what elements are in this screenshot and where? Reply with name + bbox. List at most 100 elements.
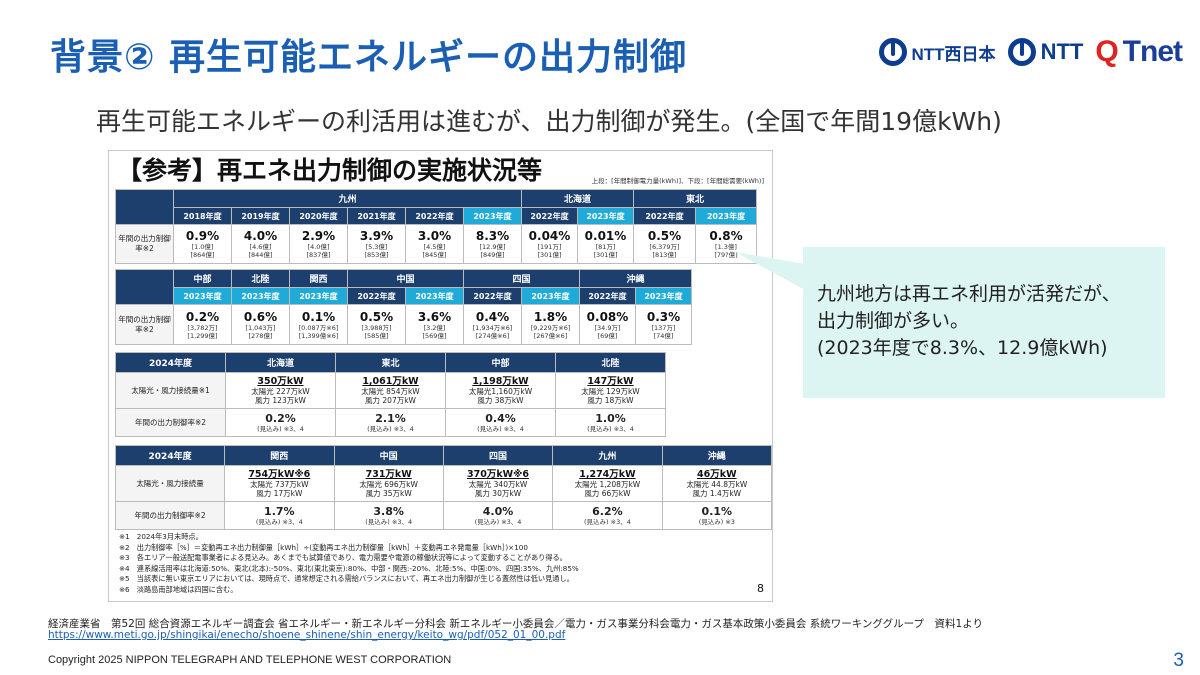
- capacity-total: 370万kW※6: [467, 469, 529, 480]
- source-citation: 経済産業省 第52回 総合資源エネルギー調査会 省エネルギー・新エネルギー分科会…: [48, 618, 984, 630]
- demand-value: [849億]: [480, 251, 505, 259]
- capacity-cell: 46万kW 太陽光 44.8万kW 風力 1.4万kW: [661, 465, 772, 502]
- region-header: 中国: [333, 445, 444, 466]
- capacity-wind: 風力 123万kW: [255, 396, 306, 405]
- rate-value: 0.1%: [701, 504, 733, 518]
- demand-value: [1,399億※6]: [298, 331, 339, 340]
- region-header: 中部: [173, 269, 232, 288]
- rate-cell: 1.7% (見込み) ※3、4: [224, 501, 335, 530]
- ntt-logo: NTT: [1007, 38, 1084, 66]
- footnote: ※4 連系線活用率は北海道:50%、東北(北本):-50%、東北(東北東京):8…: [119, 563, 579, 573]
- row-label: 年間の出力制御率※2: [115, 304, 174, 345]
- rate-value: 0.1%: [301, 309, 336, 324]
- year-header: 2023年度: [577, 207, 634, 225]
- amount-value: [137万]: [651, 323, 676, 332]
- data-cell: 3.6% [3.2億] [569億]: [405, 304, 464, 345]
- rate-value: 3.0%: [417, 229, 452, 243]
- demand-value: [301億]: [537, 251, 562, 259]
- footnotes: ※1 2024年3月末時点。 ※2 出力制御率［%］＝変動再エネ出力制御量［kW…: [119, 532, 759, 596]
- capacity-total: 350万kW: [257, 376, 304, 387]
- callout-line: 出力制御が多い。: [817, 310, 970, 332]
- demand-value: [837億]: [306, 251, 331, 259]
- capacity-cell: 1,274万kW 太陽光 1,208万kW 風力 66万kW: [552, 465, 663, 502]
- region-header: 九州: [173, 189, 522, 208]
- year-header: 2022年度: [463, 287, 522, 305]
- capacity-cell: 147万kW 太陽光 129万kW 風力 18万kW: [555, 372, 666, 409]
- outlook-table-2024-west: 2024年度 関西 中国 四国 九州 沖縄 太陽光・風力接続量 754万kW※6…: [114, 445, 772, 530]
- ntt-mark-icon: [1007, 38, 1036, 66]
- rate-cell: 2.1% (見込み) ※3、4: [335, 408, 446, 437]
- capacity-wind: 風力 35万kW: [365, 489, 412, 498]
- table-corner: [115, 189, 174, 225]
- demand-value: [267億※6]: [533, 331, 568, 340]
- year-header: 2019年度: [231, 207, 290, 225]
- region-header: 東北: [633, 189, 757, 208]
- rate-value: 0.2%: [265, 411, 296, 425]
- amount-value: [5.3億]: [365, 243, 388, 251]
- amount-value: [1.3億]: [715, 243, 737, 251]
- region-header: 四国: [463, 269, 580, 288]
- data-cell: 0.5% [6,379万] [813億]: [633, 224, 696, 264]
- region-header: 北陸: [231, 269, 290, 288]
- rate-cell: 0.2% (見込み) ※3、4: [225, 408, 336, 437]
- demand-value: [74億]: [653, 331, 674, 340]
- rate-value: 0.8%: [709, 229, 743, 243]
- amount-value: [3.2億]: [423, 323, 446, 332]
- region-header: 関西: [289, 269, 348, 288]
- row-label: 年間の出力制御率※2: [115, 408, 226, 437]
- capacity-total: 1,274万kW: [579, 469, 636, 480]
- year-header: 2022年度: [347, 287, 406, 305]
- amount-value: [81万]: [595, 243, 616, 251]
- rate-value: 1.7%: [264, 504, 295, 518]
- demand-value: [69億]: [597, 331, 618, 340]
- curtailment-table-2: 中部 北陸 関西 中国 四国 沖縄 2023年度 2023年度 2023年度 2…: [115, 269, 692, 345]
- amount-value: [0.087万※6]: [298, 323, 339, 332]
- year-header: 2023年度: [463, 207, 522, 225]
- demand-value: [274億※6]: [475, 331, 510, 340]
- capacity-solar: 太陽光1,160万kW: [468, 387, 533, 396]
- figure-legend-note: 上段：[年間制御電力量(kWh)]、下段：[年間総需要(kWh)]: [591, 177, 764, 185]
- rate-cell: 4.0% (見込み) ※3、4: [442, 501, 554, 530]
- capacity-wind: 風力 30万kW: [474, 489, 522, 498]
- data-cell: 0.9% [1.0億] [864億]: [173, 224, 232, 264]
- year-header: 2018年度: [173, 207, 232, 225]
- estimate-note: (見込み) ※3、4: [365, 517, 413, 526]
- year-header: 2023年度: [289, 287, 348, 305]
- capacity-solar: 太陽光 854万kW: [361, 387, 420, 396]
- capacity-wind: 風力 17万kW: [256, 489, 303, 498]
- year-header: 2022年度: [521, 207, 578, 225]
- row-label: 太陽光・風力接続量※1: [115, 372, 226, 409]
- year-header: 2021年度: [347, 207, 406, 225]
- data-cell: 0.08% [34.9万] [69億]: [579, 304, 636, 345]
- footnote: ※2 出力制御率［%］＝変動再エネ出力制御量［kWh］÷(変動再エネ出力制御量［…: [119, 542, 528, 552]
- source-link[interactable]: https://www.meti.go.jp/shingikai/enecho/…: [48, 629, 566, 641]
- outlook-table-2024-east: 2024年度 北海道 東北 中部 北陸 太陽光・風力接続量※1 350万kW 太陽…: [115, 352, 666, 437]
- region-header: 北海道: [521, 189, 634, 208]
- rate-value: 0.08%: [586, 309, 629, 324]
- capacity-cell: 754万kW※6 太陽光 737万kW 風力 17万kW: [224, 465, 335, 502]
- data-cell: 3.9% [5.3億] [853億]: [347, 224, 406, 264]
- region-header: 沖縄: [579, 269, 692, 288]
- amount-value: [4.5億]: [423, 243, 446, 251]
- ntt-logo-text: NTT: [1040, 39, 1084, 64]
- estimate-note: (見込み) ※3、4: [583, 517, 631, 526]
- row-label: 太陽光・風力接続量: [114, 465, 226, 502]
- demand-value: [844億]: [248, 251, 273, 259]
- data-cell: 0.1% [0.087万※6] [1,399億※6]: [289, 304, 348, 345]
- amount-value: [34.9万]: [594, 323, 621, 332]
- region-header: 中部: [445, 352, 556, 373]
- amount-value: [9,229万※6]: [530, 323, 571, 332]
- estimate-note: (見込み) ※3: [698, 517, 735, 526]
- rate-value: 0.3%: [646, 309, 681, 324]
- data-cell: 0.4% [1,934万※6] [274億※6]: [463, 304, 522, 345]
- data-cell: 4.0% [4.6億] [844億]: [231, 224, 290, 264]
- rate-value: 0.4%: [485, 411, 516, 425]
- callout-line: (2023年度で8.3%、12.9億kWh): [817, 337, 1108, 359]
- demand-value: [813億]: [652, 251, 677, 259]
- demand-value: [585億]: [364, 331, 389, 340]
- rate-cell: 0.1% (見込み) ※3: [661, 501, 772, 530]
- rate-value: 3.8%: [373, 504, 404, 518]
- rate-value: 0.5%: [359, 309, 394, 324]
- figure-page-number: 8: [757, 582, 764, 595]
- data-cell: 0.6% [1,043万] [278億]: [231, 304, 290, 345]
